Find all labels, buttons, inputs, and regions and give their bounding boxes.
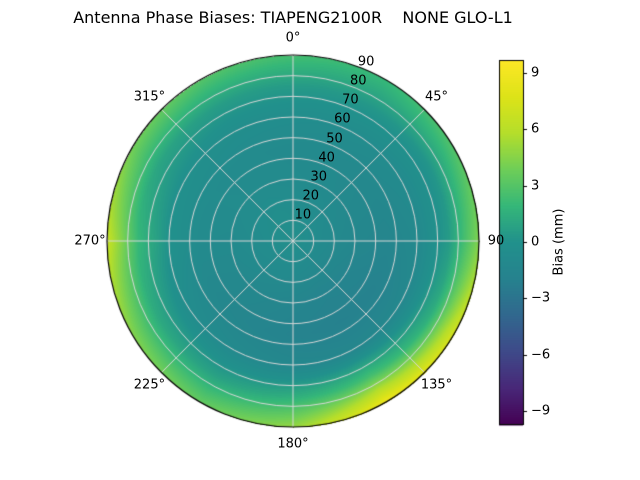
chart-title: Antenna Phase Biases: TIAPENG2100R NONE … [73,8,513,27]
radial-tick-label: 20 [302,188,320,204]
radial-tick-label: 50 [326,131,343,147]
angle-tick-label: 45° [425,89,449,105]
colorbar-tick-label: −6 [531,347,551,363]
angle-tick-label: 90 [487,233,505,249]
radial-tick-label: 90 [357,54,375,70]
angle-tick-label: 0° [285,30,301,46]
radial-tick-label: 10 [294,207,312,223]
radial-tick-label: 60 [334,111,351,127]
angle-tick-label: 315° [133,89,166,105]
angle-tick-label: 270° [74,233,106,249]
angle-tick-label: 135° [420,377,453,393]
colorbar-tick-label: −3 [531,290,551,306]
colorbar-tick-label: −9 [531,403,551,419]
angle-tick-label: 180° [277,436,309,452]
colorbar-tick-label: 9 [531,65,540,81]
colorbar-tick-label: 0 [531,234,540,250]
angle-tick-label: 225° [133,377,166,393]
radial-tick-label: 80 [349,73,367,89]
colorbar-tick-label: 6 [531,121,540,137]
radial-tick-label: 30 [310,169,327,185]
colorbar-axis-label: Bias (mm) [551,208,567,276]
colorbar-tick-label: 3 [531,178,540,194]
radial-tick-label: 40 [318,150,335,166]
radial-tick-label: 70 [342,92,359,108]
